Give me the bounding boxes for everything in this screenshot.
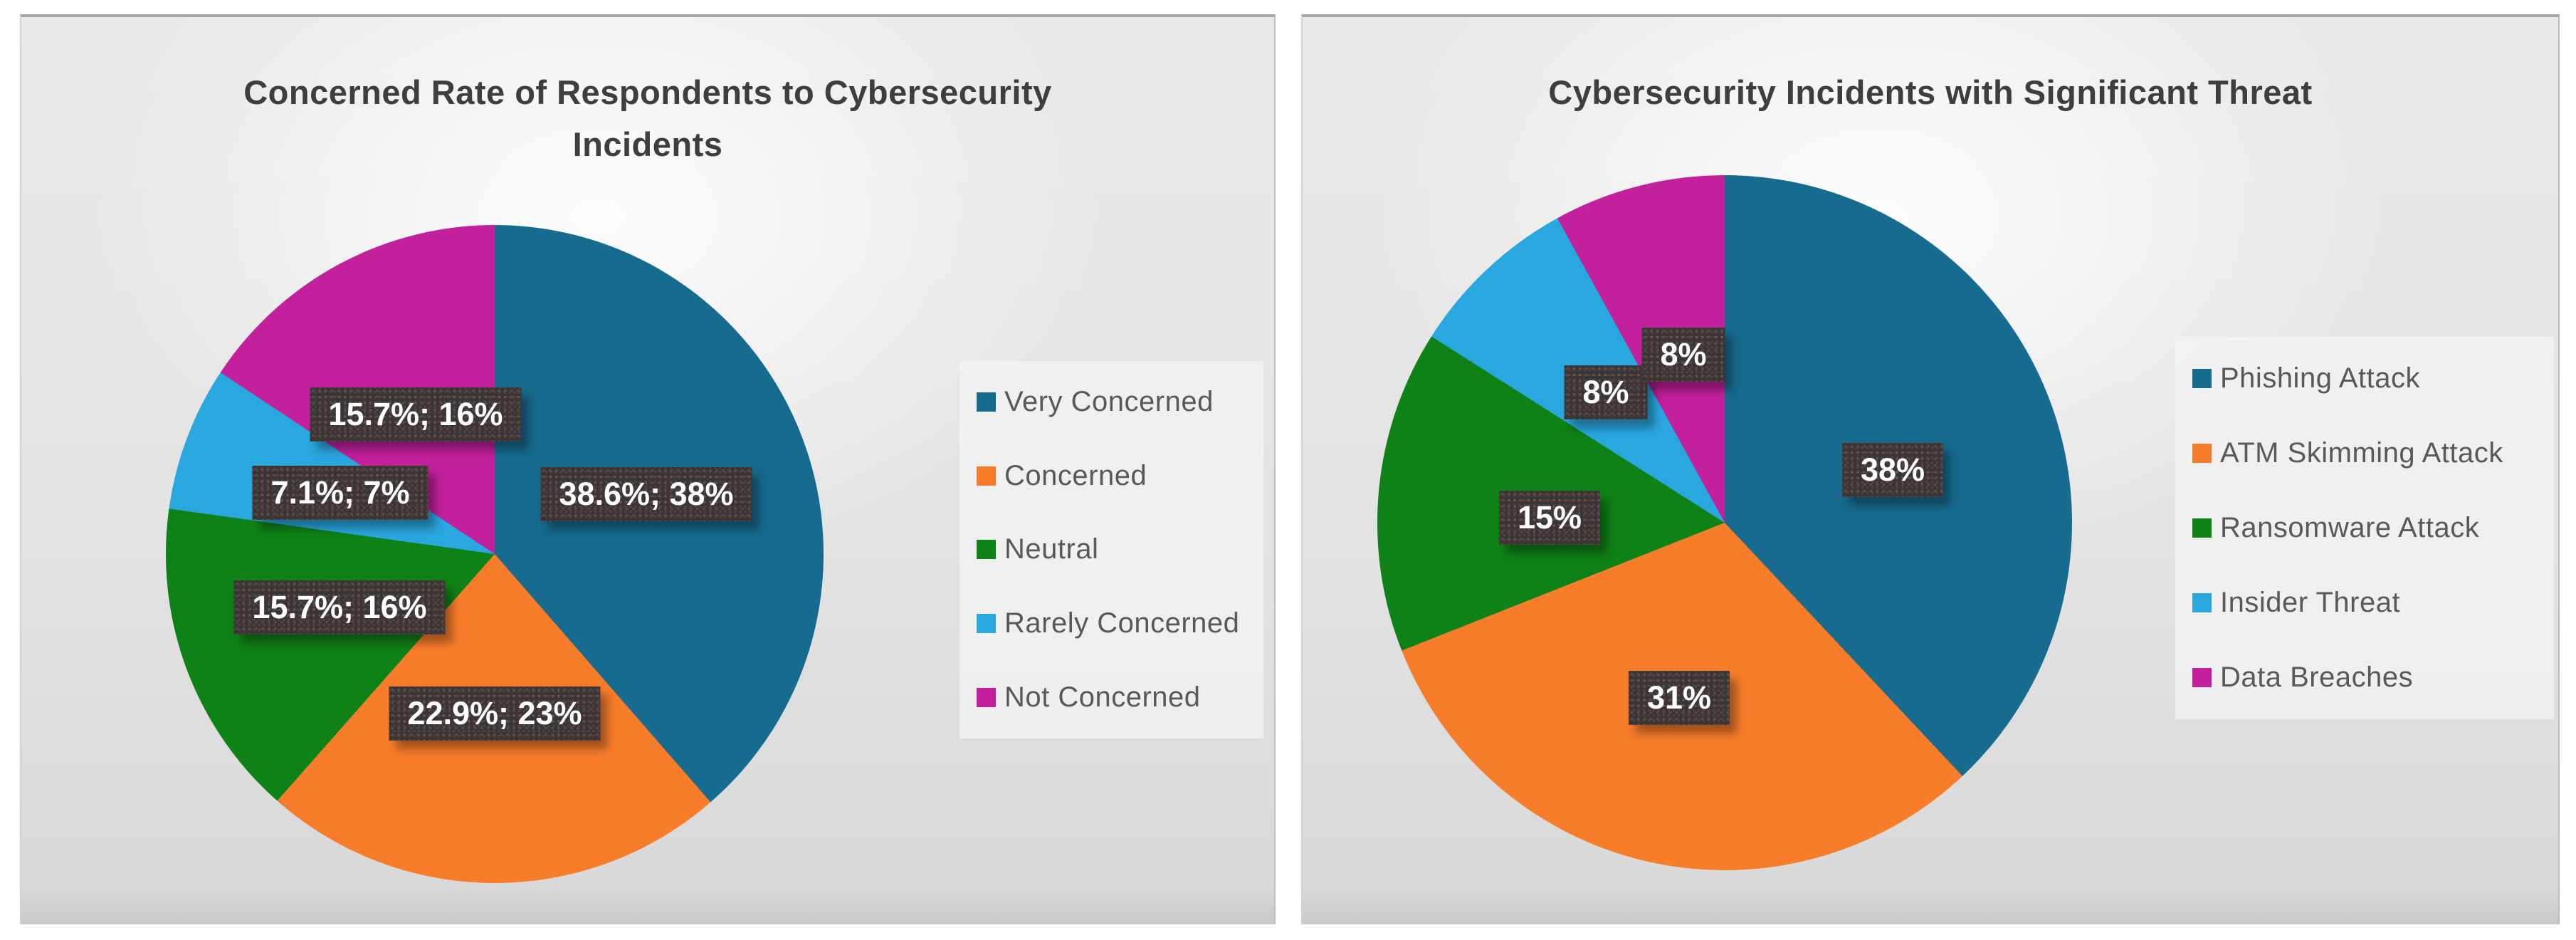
legend-swatch-ransomware-attack — [2192, 518, 2212, 538]
legend-label: Not Concerned — [1004, 681, 1201, 713]
chart-panel-significant-threat: Cybersecurity Incidents with Significant… — [1301, 14, 2560, 924]
legend-label: Phishing Attack — [2220, 362, 2420, 394]
data-label-insider-threat: 8% — [1564, 365, 1647, 419]
legend-item-concerned: Concerned — [960, 460, 1263, 492]
legend-swatch-data-breaches — [2192, 668, 2212, 687]
legend-item-phishing-attack: Phishing Attack — [2175, 362, 2554, 395]
legend-label: Data Breaches — [2220, 662, 2414, 693]
data-label-neutral: 15.7%; 16% — [233, 580, 445, 634]
legend-item-data-breaches: Data Breaches — [2175, 662, 2554, 694]
legend-swatch-atm-skimming-attack — [2192, 444, 2212, 463]
legend-concern-rate: Very Concerned Concerned Neutral Rarely … — [960, 361, 1263, 738]
chart-title: Concerned Rate of Respondents to Cyberse… — [243, 73, 1052, 163]
legend-label: Neutral — [1004, 533, 1099, 565]
legend-label: Rarely Concerned — [1004, 607, 1240, 639]
legend-label: Insider Threat — [2220, 587, 2401, 618]
pie-chart-significant-threat — [1377, 175, 2072, 870]
legend-swatch-insider-threat — [2192, 593, 2212, 612]
data-label-rarely-concerned: 7.1%; 7% — [252, 466, 428, 520]
legend-significant-threat: Phishing Attack ATM Skimming Attack Rans… — [2175, 337, 2554, 719]
legend-item-atm-skimming-attack: ATM Skimming Attack — [2175, 437, 2554, 469]
data-label-not-concerned: 15.7%; 16% — [310, 387, 521, 442]
legend-swatch-neutral — [977, 540, 996, 560]
legend-item-insider-threat: Insider Threat — [2175, 587, 2554, 619]
data-label-very-concerned: 38.6%; 38% — [540, 467, 752, 521]
legend-label: Very Concerned — [1004, 386, 1214, 418]
legend-item-not-concerned: Not Concerned — [960, 682, 1263, 714]
chart-title: Cybersecurity Incidents with Significant… — [1548, 73, 2313, 111]
legend-swatch-phishing-attack — [2192, 369, 2212, 388]
data-label-ransomware-attack: 15% — [1499, 491, 1600, 545]
data-label-concerned: 22.9%; 23% — [389, 686, 600, 741]
data-label-phishing-attack: 38% — [1842, 443, 1943, 497]
chart-panel-concern-rate: Concerned Rate of Respondents to Cyberse… — [20, 14, 1276, 924]
legend-swatch-not-concerned — [977, 687, 996, 707]
legend-label: ATM Skimming Attack — [2220, 437, 2503, 469]
legend-swatch-very-concerned — [977, 392, 996, 412]
legend-item-rarely-concerned: Rarely Concerned — [960, 607, 1263, 639]
legend-swatch-rarely-concerned — [977, 614, 996, 634]
pie-chart-concern-rate — [166, 225, 824, 883]
legend-item-neutral: Neutral — [960, 533, 1263, 565]
legend-item-very-concerned: Very Concerned — [960, 386, 1263, 418]
legend-label: Ransomware Attack — [2220, 512, 2480, 543]
legend-swatch-concerned — [977, 466, 996, 486]
legend-label: Concerned — [1004, 459, 1147, 491]
data-label-data-breaches: 8% — [1641, 328, 1725, 382]
data-label-atm-skimming-attack: 31% — [1629, 671, 1730, 725]
legend-item-ransomware-attack: Ransomware Attack — [2175, 512, 2554, 544]
